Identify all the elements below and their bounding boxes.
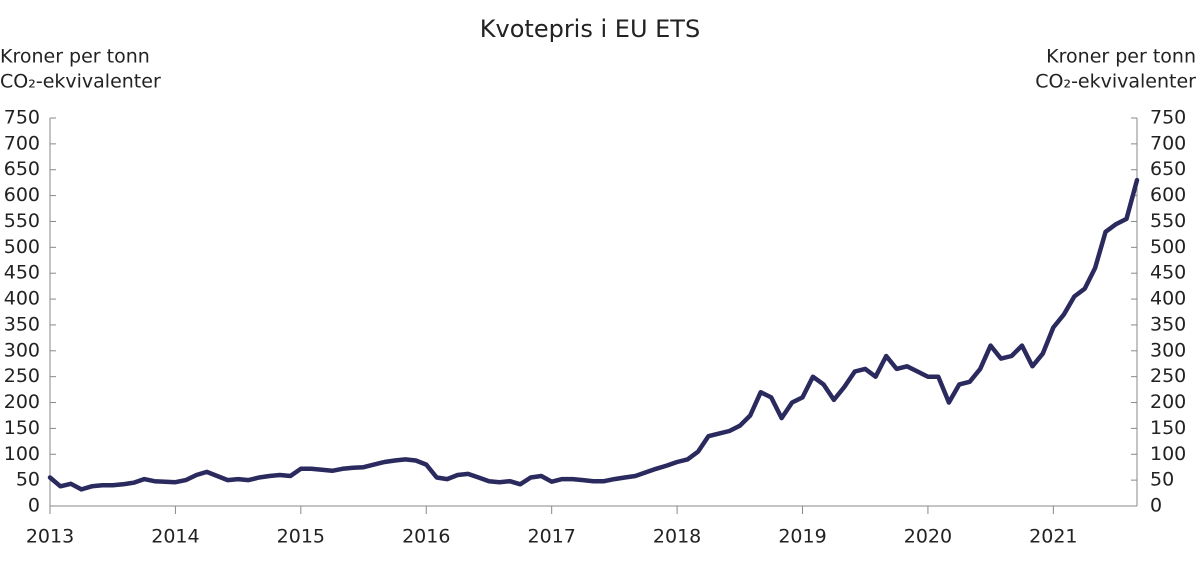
y2-tick-label: 400 — [1150, 288, 1186, 310]
y-tick-label: 500 — [4, 236, 40, 258]
y2-tick-label: 0 — [1150, 495, 1162, 517]
x-tick-label: 2016 — [402, 526, 450, 548]
y-tick-label: 700 — [4, 132, 40, 154]
x-tick-label: 2017 — [527, 526, 575, 548]
y-tick-label: 150 — [4, 417, 40, 439]
x-tick-label: 2018 — [653, 526, 701, 548]
y2-tick-label: 500 — [1150, 236, 1186, 258]
x-tick-label: 2020 — [904, 526, 952, 548]
y-tick-label: 600 — [4, 184, 40, 206]
y2-tick-label: 550 — [1150, 210, 1186, 232]
y-tick-label: 750 — [4, 107, 40, 129]
x-tick-label: 2013 — [26, 526, 74, 548]
y-axis-label: Kroner per tonn — [0, 46, 150, 68]
y2-tick-label: 600 — [1150, 184, 1186, 206]
y2-tick-label: 750 — [1150, 107, 1186, 129]
y2-tick-label: 200 — [1150, 391, 1186, 413]
y-tick-label: 50 — [16, 469, 40, 491]
y2-tick-label: 350 — [1150, 313, 1186, 335]
x-tick-label: 2014 — [151, 526, 199, 548]
y2-tick-label: 650 — [1150, 158, 1186, 180]
y-tick-label: 650 — [4, 158, 40, 180]
y-tick-label: 450 — [4, 262, 40, 284]
x-tick-label: 2019 — [778, 526, 826, 548]
y-tick-label: 550 — [4, 210, 40, 232]
y2-tick-label: 700 — [1150, 132, 1186, 154]
y2-tick-label: 100 — [1150, 443, 1186, 465]
y2-tick-label: 250 — [1150, 365, 1186, 387]
y2-tick-label: 150 — [1150, 417, 1186, 439]
y2-tick-label: 50 — [1150, 469, 1174, 491]
y-tick-label: 0 — [28, 495, 40, 517]
y-tick-label: 300 — [4, 339, 40, 361]
y-tick-label: 250 — [4, 365, 40, 387]
y-tick-label: 100 — [4, 443, 40, 465]
y2-tick-label: 300 — [1150, 339, 1186, 361]
y2-axis-label: CO₂-ekvivalenter — [1035, 71, 1196, 93]
x-tick-label: 2015 — [277, 526, 325, 548]
y-tick-label: 200 — [4, 391, 40, 413]
y-axis-label: CO₂-ekvivalenter — [0, 71, 161, 93]
y2-tick-label: 450 — [1150, 262, 1186, 284]
x-tick-label: 2021 — [1029, 526, 1077, 548]
y-tick-label: 350 — [4, 313, 40, 335]
y2-axis-label: Kroner per tonn — [1046, 46, 1196, 68]
price-line — [47, 177, 1140, 492]
y-tick-label: 400 — [4, 288, 40, 310]
chart-title: Kvotepris i EU ETS — [480, 15, 700, 43]
